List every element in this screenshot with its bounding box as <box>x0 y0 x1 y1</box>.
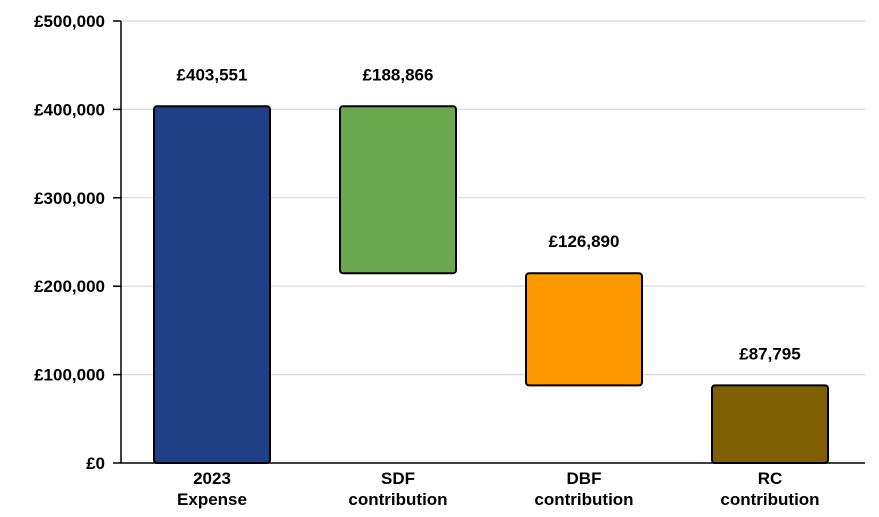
data-label: £126,890 <box>549 232 620 251</box>
x-category-label: contribution <box>720 490 819 509</box>
x-category-label: Expense <box>177 490 247 509</box>
labels: £0 £100,000 £200,000 £300,000 £400,000 £500,0… <box>34 12 819 509</box>
bar <box>153 105 271 464</box>
y-tick-label: £400,000 <box>34 100 105 119</box>
x-category-label: RC <box>758 469 783 488</box>
y-tick-label: £500,000 <box>34 12 105 31</box>
bar <box>339 105 457 275</box>
y-tick-label: £0 <box>86 454 105 473</box>
bar <box>525 272 643 387</box>
axes <box>113 20 865 464</box>
bar <box>711 384 829 464</box>
bars <box>153 105 829 464</box>
data-label: £188,866 <box>363 65 434 84</box>
y-tick-label: £300,000 <box>34 189 105 208</box>
x-category-label: SDF <box>381 469 415 488</box>
x-category-label: contribution <box>534 490 633 509</box>
y-tick-label: £100,000 <box>34 366 105 385</box>
x-category-label: 2023 <box>193 469 231 488</box>
y-tick-label: £200,000 <box>34 277 105 296</box>
x-category-label: DBF <box>567 469 602 488</box>
x-category-label: contribution <box>348 490 447 509</box>
data-label: £87,795 <box>739 344 800 363</box>
data-label: £403,551 <box>177 65 248 84</box>
